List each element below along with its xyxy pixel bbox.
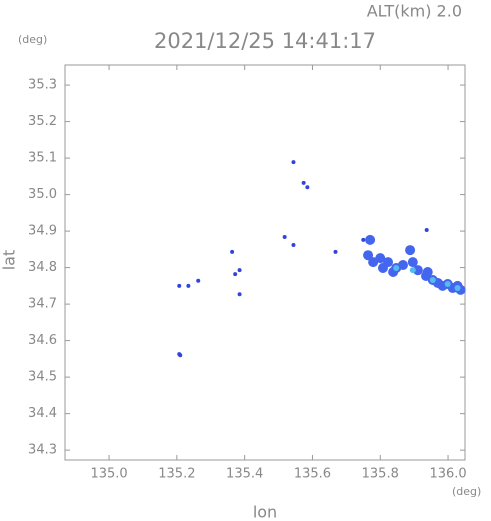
- echo: [377, 262, 388, 273]
- echo: [333, 249, 338, 254]
- echo: [412, 265, 423, 276]
- plot-frame: [64, 64, 466, 461]
- echo: [301, 180, 306, 185]
- echo: [237, 268, 242, 273]
- echo: [409, 267, 416, 274]
- echo: [422, 266, 433, 277]
- echo: [178, 353, 183, 358]
- x-tick-label: 136.0: [429, 467, 466, 482]
- echo: [282, 234, 287, 239]
- y-tick-label: 34.5: [28, 370, 57, 385]
- echo: [365, 234, 376, 245]
- echo: [233, 272, 238, 277]
- y-tick-label: 35.3: [28, 78, 57, 93]
- y-tick-label: 35.0: [28, 187, 57, 202]
- echo: [237, 292, 242, 297]
- y-axis-label: lat: [0, 250, 19, 271]
- y-tick-label: 34.6: [28, 333, 57, 348]
- x-unit: (deg): [452, 485, 481, 498]
- echo: [405, 245, 416, 256]
- echo: [196, 278, 201, 283]
- x-tick-label: 135.2: [158, 467, 195, 482]
- echo: [454, 285, 461, 292]
- echo: [444, 281, 451, 288]
- x-tick-label: 135.8: [362, 467, 399, 482]
- altitude-label: ALT(km) 2.0: [367, 2, 462, 21]
- echo: [305, 185, 310, 190]
- echo: [177, 283, 182, 288]
- y-unit: (deg): [18, 33, 47, 46]
- x-tick-label: 135.4: [226, 467, 263, 482]
- y-tick-label: 34.4: [28, 406, 57, 421]
- echo: [291, 160, 296, 165]
- echo: [186, 283, 191, 288]
- chart-title: 2021/12/25 14:41:17: [154, 29, 376, 53]
- echo: [397, 260, 408, 271]
- y-tick-label: 34.9: [28, 224, 57, 239]
- x-axis-label: lon: [253, 503, 277, 521]
- echo: [361, 237, 366, 242]
- echo: [363, 250, 374, 261]
- y-tick-label: 35.1: [28, 151, 57, 166]
- y-tick-label: 35.2: [28, 114, 57, 129]
- echo: [407, 257, 418, 268]
- echo: [230, 249, 235, 254]
- echo: [429, 277, 436, 284]
- x-tick-label: 135.0: [90, 467, 127, 482]
- y-tick-label: 34.8: [28, 260, 57, 275]
- y-tick-label: 34.7: [28, 297, 57, 312]
- echo: [291, 242, 296, 247]
- echo: [375, 253, 386, 264]
- echo: [424, 228, 429, 233]
- echo: [393, 264, 400, 271]
- y-tick-label: 34.3: [28, 443, 57, 458]
- x-tick-label: 135.6: [294, 467, 331, 482]
